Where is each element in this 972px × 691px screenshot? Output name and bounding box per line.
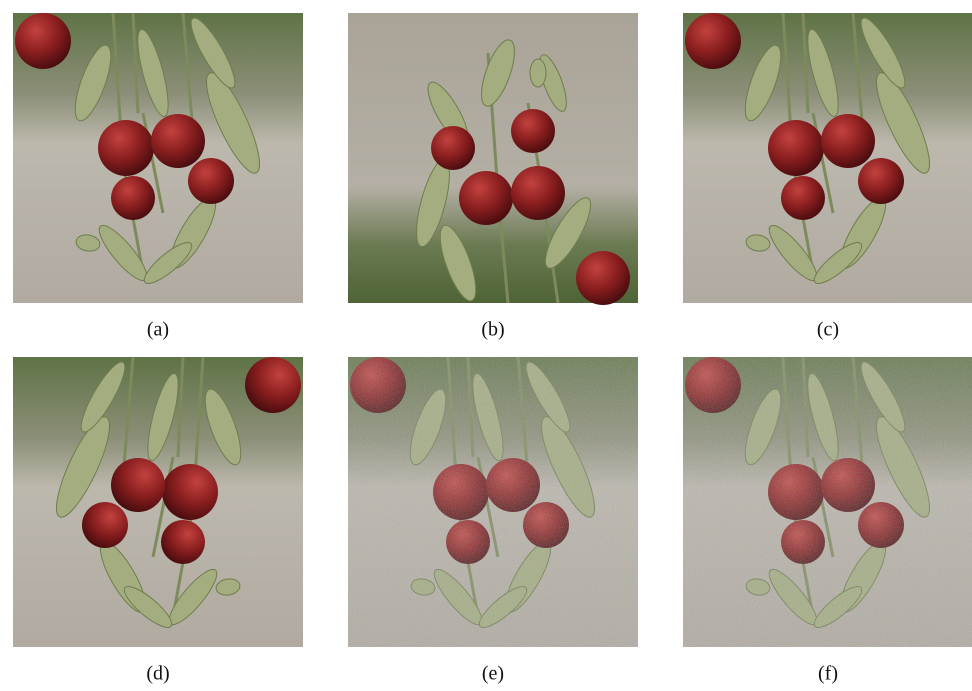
leaf [807, 28, 839, 118]
panel-label: (e) [482, 663, 504, 685]
leaf [190, 17, 236, 89]
leaf [813, 242, 863, 284]
jujube [576, 251, 630, 305]
leaf [544, 197, 592, 269]
jujube [511, 109, 555, 153]
leaf [137, 28, 169, 118]
leaf [529, 58, 547, 88]
jujube [98, 120, 154, 176]
stem [121, 356, 205, 618]
leaf [744, 44, 782, 122]
leaf [204, 388, 242, 466]
jujube [821, 114, 875, 168]
jujube [151, 114, 205, 168]
jujube [161, 520, 205, 564]
panel-label: (c) [817, 319, 839, 341]
noise-overlay [348, 357, 638, 647]
jujube [431, 126, 475, 170]
panel-label: (f) [818, 663, 838, 685]
leaf [876, 72, 930, 174]
panel-label: (a) [147, 319, 169, 341]
photo [683, 356, 972, 647]
leaf [206, 72, 260, 174]
photo-content [416, 39, 630, 305]
jujube [858, 158, 904, 204]
leaf [123, 586, 173, 628]
leaf [539, 54, 567, 112]
photo [348, 356, 638, 647]
jujube [511, 166, 565, 220]
jujube [162, 464, 218, 520]
photo-content [56, 356, 301, 628]
jujube [82, 502, 128, 548]
jujube [781, 176, 825, 220]
leaf [481, 39, 515, 107]
leaf [147, 372, 179, 462]
leaf [75, 234, 101, 252]
panel-label: (d) [146, 663, 169, 685]
leaf [56, 416, 110, 518]
jujube [685, 13, 741, 69]
jujube [188, 158, 234, 204]
jujube [768, 120, 824, 176]
photo [13, 12, 303, 303]
jujube [111, 176, 155, 220]
photo [348, 13, 638, 305]
jujube [459, 171, 513, 225]
leaf [860, 17, 906, 89]
leaf [143, 242, 193, 284]
photo [683, 12, 972, 303]
jujube [245, 357, 301, 413]
stem [111, 12, 195, 274]
leaf [215, 578, 241, 596]
noise-overlay [683, 357, 972, 647]
jujube [15, 13, 71, 69]
stem [781, 12, 865, 274]
jujube [111, 458, 165, 512]
leaf [745, 234, 771, 252]
leaf [439, 224, 477, 302]
photo-content [685, 12, 930, 284]
leaf [74, 44, 112, 122]
panel-label: (b) [481, 319, 504, 341]
leaf [80, 361, 126, 433]
photo [13, 356, 303, 647]
photo-content [15, 12, 260, 284]
